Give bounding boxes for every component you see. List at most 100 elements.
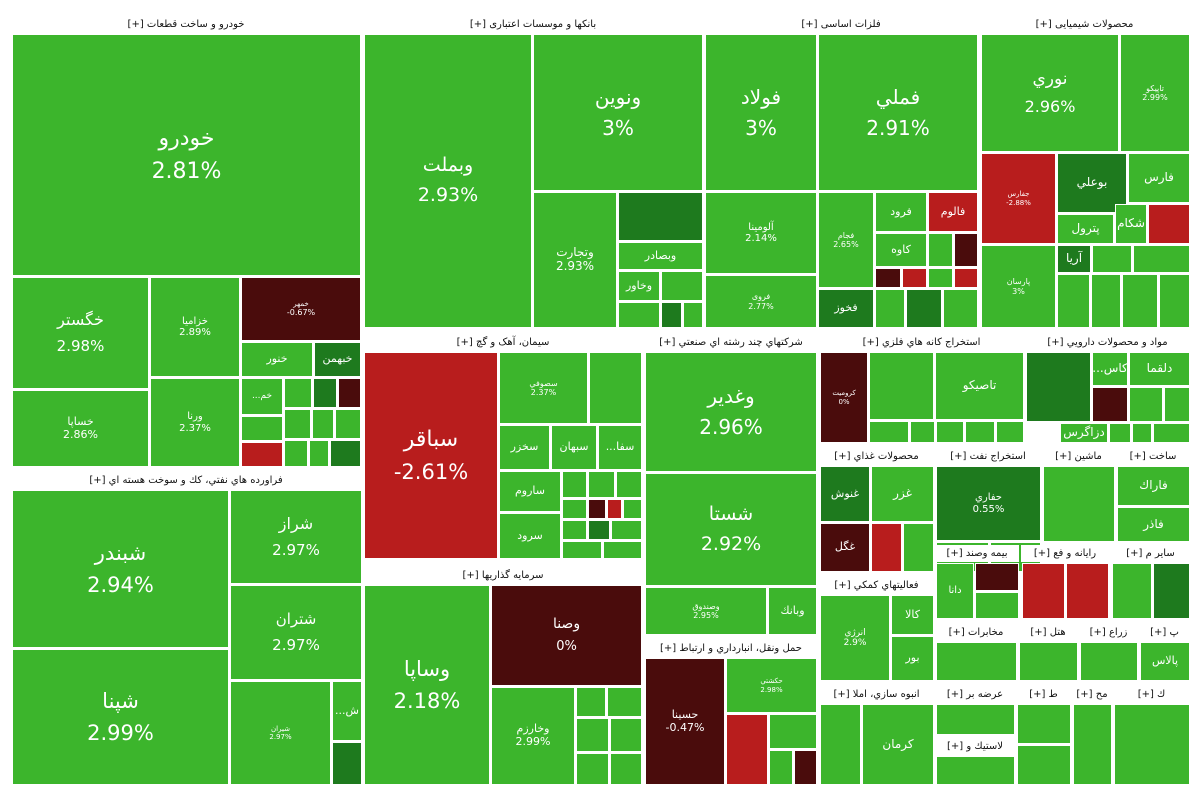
sector-title[interactable]: عرضه بر [+]	[935, 686, 1015, 703]
minor-stock-tile[interactable]	[338, 378, 361, 408]
minor-stock-tile[interactable]	[996, 421, 1024, 443]
minor-stock-tile[interactable]	[588, 499, 606, 519]
minor-stock-tile[interactable]	[1114, 704, 1190, 785]
minor-stock-tile[interactable]	[313, 378, 337, 408]
stock-tile[interactable]: کرومیت 0%	[820, 352, 868, 443]
minor-stock-tile[interactable]	[936, 704, 1015, 735]
sector-title[interactable]: انبوه سازي، املا [+]	[819, 686, 934, 703]
minor-stock-tile[interactable]	[1026, 352, 1091, 422]
sector-title[interactable]: ك [+]	[1113, 686, 1190, 703]
minor-stock-tile[interactable]	[1122, 274, 1158, 328]
minor-stock-tile[interactable]	[1153, 563, 1190, 619]
minor-stock-tile[interactable]	[936, 642, 1017, 681]
stock-tile[interactable]: غنوش	[820, 466, 870, 522]
minor-stock-tile[interactable]	[1092, 387, 1128, 422]
minor-stock-tile[interactable]	[1148, 204, 1190, 244]
minor-stock-tile[interactable]	[936, 756, 1015, 785]
minor-stock-tile[interactable]	[1112, 563, 1152, 619]
stock-tile[interactable]: وصنا 0%	[491, 585, 642, 686]
stock-tile[interactable]: آلومينا 2.14%	[705, 192, 817, 274]
stock-tile[interactable]: فملي 2.91%	[818, 34, 978, 191]
minor-stock-tile[interactable]	[661, 271, 703, 301]
minor-stock-tile[interactable]	[902, 268, 927, 288]
stock-tile[interactable]: سباقر -2.61%	[364, 352, 498, 559]
stock-tile[interactable]: انرژي 2.9%	[820, 595, 890, 681]
sector-title[interactable]: محصولات شیمیایی [+]	[979, 16, 1190, 33]
minor-stock-tile[interactable]	[943, 289, 978, 328]
minor-stock-tile[interactable]	[769, 714, 817, 749]
sector-title[interactable]: لاستيك و [+]	[935, 738, 1015, 755]
sector-title[interactable]: پ [+]	[1139, 624, 1190, 641]
stock-tile[interactable]: پالاس	[1140, 642, 1190, 681]
stock-tile[interactable]: خزامیا 2.89%	[150, 277, 240, 377]
stock-tile[interactable]: وساپا 2.18%	[364, 585, 490, 785]
stock-tile[interactable]: غزر	[871, 466, 934, 522]
minor-stock-tile[interactable]	[1080, 642, 1138, 681]
minor-stock-tile[interactable]	[1057, 274, 1090, 328]
stock-tile[interactable]: تاصیکو	[935, 352, 1024, 420]
sector-title[interactable]: محصولات غذاي [+]	[819, 448, 934, 465]
sector-title[interactable]: حمل ونقل، انبارداري و ارتباط [+]	[644, 640, 818, 657]
minor-stock-tile[interactable]	[335, 409, 361, 439]
minor-stock-tile[interactable]	[562, 499, 587, 519]
stock-tile[interactable]: آريا	[1057, 245, 1091, 273]
stock-tile[interactable]: سخزر	[499, 425, 550, 470]
stock-tile[interactable]: غگل	[820, 523, 870, 572]
stock-tile[interactable]: بوعلي	[1057, 153, 1127, 213]
sector-title[interactable]: سرمايه گذاريها [+]	[363, 567, 643, 584]
minor-stock-tile[interactable]	[910, 421, 935, 443]
minor-stock-tile[interactable]	[1159, 274, 1190, 328]
sector-title[interactable]: رايانه و فع [+]	[1021, 545, 1109, 562]
stock-tile[interactable]: تاپیکو 2.99%	[1120, 34, 1190, 152]
stock-tile[interactable]: فولاد 3%	[705, 34, 817, 191]
stock-tile[interactable]: كرمان	[862, 704, 934, 785]
minor-stock-tile[interactable]	[588, 520, 610, 540]
minor-stock-tile[interactable]	[871, 523, 902, 572]
sector-title[interactable]: خودرو و ساخت قطعات [+]	[10, 16, 362, 33]
stock-tile[interactable]: فالوم	[928, 192, 978, 232]
minor-stock-tile[interactable]	[928, 233, 953, 267]
stock-tile[interactable]: فخوز	[818, 289, 874, 328]
minor-stock-tile[interactable]	[1129, 387, 1163, 422]
stock-tile[interactable]: خمهر -0.67%	[241, 277, 361, 341]
stock-tile[interactable]: خگستر 2.98%	[12, 277, 149, 389]
minor-stock-tile[interactable]	[661, 302, 682, 328]
stock-tile[interactable]: وصندوق 2.95%	[645, 587, 767, 635]
stock-tile[interactable]: پارسان 3%	[981, 245, 1056, 328]
sector-title[interactable]: بيمه وصند [+]	[935, 545, 1019, 562]
minor-stock-tile[interactable]	[820, 704, 861, 785]
sector-title[interactable]: شرکتهاي چند رشته اي صنعتي [+]	[644, 334, 818, 351]
stock-tile[interactable]: وخاور	[618, 271, 660, 301]
sector-title[interactable]: مخابرات [+]	[935, 624, 1017, 641]
minor-stock-tile[interactable]	[954, 233, 978, 267]
minor-stock-tile[interactable]	[618, 302, 660, 328]
sector-title[interactable]: مح [+]	[1072, 686, 1112, 703]
stock-tile[interactable]: سبهان	[551, 425, 597, 470]
minor-stock-tile[interactable]	[1133, 245, 1190, 273]
sector-title[interactable]: هتل [+]	[1018, 624, 1078, 641]
sector-title[interactable]: ساير م [+]	[1111, 545, 1190, 562]
stock-tile[interactable]: فرود	[875, 192, 927, 232]
minor-stock-tile[interactable]	[1043, 466, 1115, 542]
stock-tile[interactable]: حفاري 0.55%	[936, 466, 1041, 541]
minor-stock-tile[interactable]	[607, 499, 622, 519]
minor-stock-tile[interactable]	[875, 289, 905, 328]
minor-stock-tile[interactable]	[610, 718, 642, 752]
stock-tile[interactable]: فجام 2.65%	[818, 192, 874, 288]
stock-tile[interactable]: كالا	[891, 595, 934, 635]
stock-tile[interactable]: کاوه	[875, 233, 927, 267]
minor-stock-tile[interactable]	[589, 352, 642, 424]
minor-stock-tile[interactable]	[1153, 423, 1190, 443]
stock-tile[interactable]: بور	[891, 636, 934, 681]
minor-stock-tile[interactable]	[1019, 642, 1078, 681]
sector-title[interactable]: فلزات اساسی [+]	[704, 16, 978, 33]
stock-tile[interactable]: شکام	[1115, 204, 1147, 244]
minor-stock-tile[interactable]	[928, 268, 953, 288]
minor-stock-tile[interactable]	[1017, 704, 1071, 744]
minor-stock-tile[interactable]	[726, 714, 768, 785]
minor-stock-tile[interactable]	[284, 409, 311, 439]
minor-stock-tile[interactable]	[1073, 704, 1112, 785]
stock-tile[interactable]: شبندر 2.94%	[12, 490, 229, 648]
stock-tile[interactable]: شراز 2.97%	[230, 490, 362, 584]
minor-stock-tile[interactable]	[611, 520, 642, 540]
